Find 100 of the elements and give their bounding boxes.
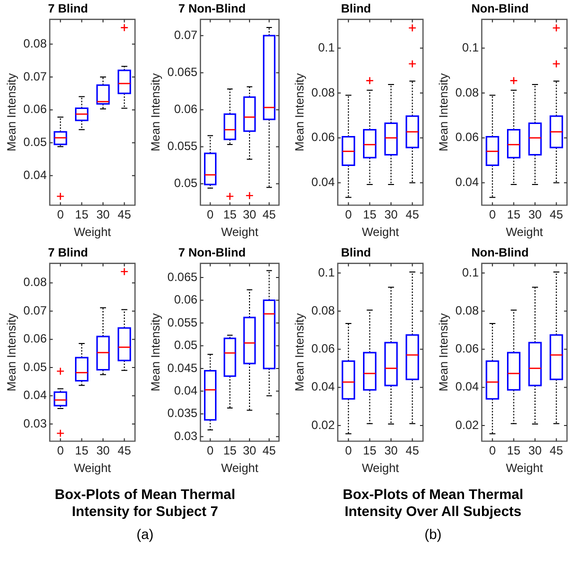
y-axis-title: Mean Intensity <box>436 313 451 392</box>
y-tick-label: 0.055 <box>167 139 198 154</box>
y-tick-label: 0.04 <box>455 380 480 394</box>
y-axis-title: Mean Intensity <box>4 313 19 392</box>
y-tick-label: 0.02 <box>455 418 480 432</box>
y-axis-title: Mean Intensity <box>148 73 163 152</box>
y-tick-label: 0.05 <box>23 360 48 374</box>
x-tick-label: 30 <box>96 208 110 222</box>
y-axis-title: Mean Intensity <box>4 73 19 152</box>
x-tick-label: 15 <box>507 444 521 458</box>
y-tick-label: 0.1 <box>318 265 336 280</box>
x-tick-label: 0 <box>206 208 214 222</box>
y-tick-label: 0.04 <box>311 380 336 394</box>
x-axis-title: Weight <box>221 225 259 240</box>
x-tick-label: 30 <box>242 444 257 458</box>
y-tick-label: 0.05 <box>174 176 198 190</box>
y-tick-label: 0.06 <box>311 130 336 144</box>
x-axis-title: Weight <box>74 461 112 476</box>
chart-title: 7 Blind <box>48 2 88 16</box>
y-tick-label: 0.06 <box>174 102 198 116</box>
y-tick-label: 0.045 <box>167 360 198 375</box>
y-axis-title: Mean Intensity <box>292 313 307 392</box>
y-tick-label: 0.1 <box>462 40 480 54</box>
x-axis-title: Weight <box>74 225 112 240</box>
y-tick-label: 0.04 <box>23 388 48 402</box>
y-tick-label: 0.07 <box>174 28 198 42</box>
x-tick-label: 45 <box>262 208 276 222</box>
y-tick-label: 0.08 <box>311 303 336 318</box>
y-axis-title: Mean Intensity <box>148 313 163 392</box>
chart-title: 7 Non-Blind <box>178 246 246 260</box>
x-tick-label: 45 <box>550 208 564 222</box>
x-axis-title: Weight <box>221 461 259 476</box>
x-tick-label: 0 <box>489 208 496 222</box>
x-tick-label: 15 <box>223 208 237 222</box>
y-tick-label: 0.04 <box>455 175 480 190</box>
x-tick-label: 0 <box>206 444 214 458</box>
x-tick-label: 15 <box>223 444 237 458</box>
x-tick-label: 30 <box>528 444 542 458</box>
text: Box-Plots of Mean Thermal Intensity for Subject 7 <box>54 486 236 520</box>
chart-title: Non-Blind <box>471 2 529 16</box>
text: (a) <box>135 526 155 542</box>
x-tick-label: 15 <box>363 208 377 222</box>
chart-title: 7 Non-Blind <box>178 2 246 16</box>
y-tick-label: 0.08 <box>455 85 480 100</box>
x-tick-label: 0 <box>345 444 352 458</box>
y-tick-label: 0.04 <box>23 168 48 182</box>
x-tick-label: 0 <box>489 444 496 458</box>
chart-title: Blind <box>341 246 371 260</box>
x-axis-title: Weight <box>506 461 544 476</box>
y-tick-label: 0.06 <box>311 342 336 356</box>
text: Box-Plots of Mean Thermal Intensity Over All Subjects <box>342 486 524 520</box>
x-axis-title: Weight <box>362 225 400 240</box>
x-tick-label: 30 <box>384 208 398 222</box>
x-tick-label: 30 <box>528 208 542 222</box>
x-tick-label: 15 <box>75 208 89 222</box>
y-tick-label: 0.06 <box>174 292 198 307</box>
y-tick-label: 0.06 <box>455 342 480 356</box>
x-tick-label: 30 <box>384 444 398 458</box>
x-tick-label: 15 <box>507 208 521 222</box>
y-tick-label: 0.06 <box>455 130 480 144</box>
y-tick-label: 0.02 <box>311 418 336 432</box>
y-tick-label: 0.06 <box>23 102 48 116</box>
x-tick-label: 45 <box>406 208 420 222</box>
y-tick-label: 0.065 <box>167 270 198 284</box>
y-tick-label: 0.07 <box>23 303 48 318</box>
x-tick-label: 45 <box>550 444 564 458</box>
x-tick-label: 45 <box>118 208 132 222</box>
chart-title: 7 Blind <box>48 246 88 260</box>
chart-title: Non-Blind <box>471 246 529 260</box>
y-tick-label: 0.06 <box>23 332 48 346</box>
y-tick-label: 0.08 <box>23 275 48 290</box>
y-tick-label: 0.08 <box>23 36 48 50</box>
x-tick-label: 15 <box>363 444 377 458</box>
y-tick-label: 0.055 <box>167 315 198 330</box>
y-tick-label: 0.08 <box>311 85 336 100</box>
y-tick-label: 0.035 <box>167 406 198 420</box>
x-tick-label: 45 <box>406 444 420 458</box>
y-axis-title: Mean Intensity <box>436 73 451 152</box>
x-tick-label: 0 <box>345 208 352 222</box>
x-axis-title: Weight <box>362 461 400 476</box>
text: (b) <box>423 526 443 542</box>
x-axis-title: Weight <box>506 225 544 240</box>
y-tick-label: 0.05 <box>23 135 48 150</box>
y-axis-title: Mean Intensity <box>292 73 307 152</box>
y-tick-label: 0.07 <box>23 69 48 84</box>
y-tick-label: 0.05 <box>174 338 198 352</box>
x-tick-label: 30 <box>96 444 110 458</box>
y-tick-label: 0.03 <box>174 428 198 443</box>
y-tick-label: 0.065 <box>167 65 198 80</box>
x-tick-label: 45 <box>262 444 276 458</box>
y-tick-label: 0.1 <box>462 265 480 280</box>
y-tick-label: 0.1 <box>318 40 336 54</box>
y-tick-label: 0.04 <box>311 175 336 190</box>
x-tick-label: 0 <box>57 208 64 222</box>
y-tick-label: 0.03 <box>23 416 48 430</box>
x-tick-label: 0 <box>57 444 64 458</box>
chart-title: Blind <box>341 2 371 16</box>
x-tick-label: 30 <box>242 208 257 222</box>
x-tick-label: 15 <box>75 444 89 458</box>
y-tick-label: 0.08 <box>455 303 480 318</box>
